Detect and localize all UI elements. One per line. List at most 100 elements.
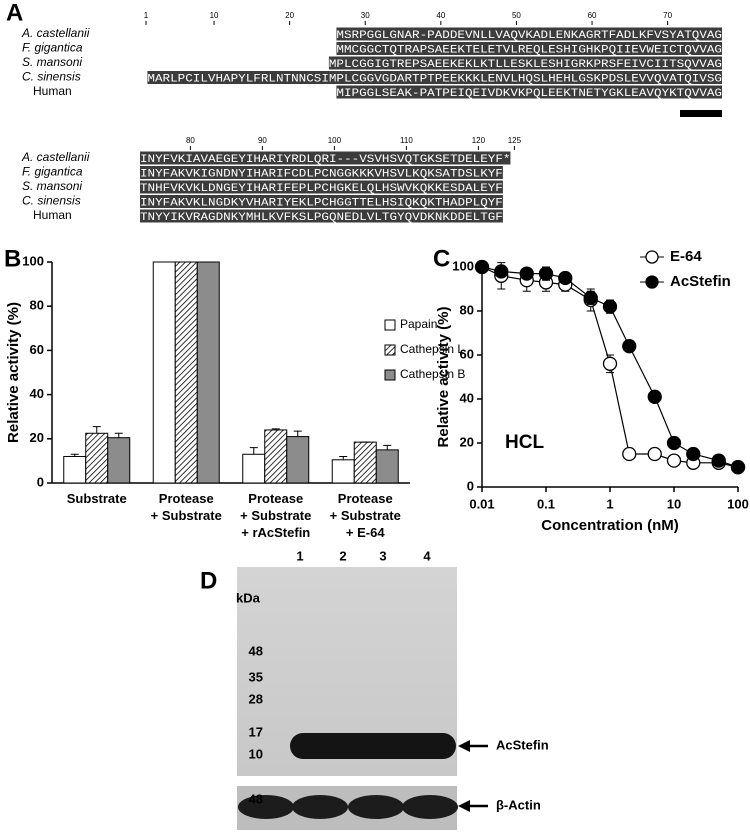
bar [264,429,288,484]
lane-label: 1 [296,548,303,563]
error-bar [293,430,302,437]
legend-marker [645,250,659,264]
marker-label: 10 [249,746,263,761]
panel-label: B [4,245,21,272]
x-tick-line: + E-64 [346,525,385,540]
species-label: F. gigantica [22,41,83,55]
lane-label: 3 [379,548,386,563]
sequence-bg [336,42,722,55]
legend-marker [645,275,659,289]
ruler-label: 10 [210,11,219,20]
bar [152,261,176,484]
x-tick-line: Substrate [67,491,127,506]
sequence-bg [336,27,722,41]
y-tick-label: 0 [37,474,44,489]
bar [242,453,266,484]
y-tick-label: 20 [460,434,474,449]
species-label: F. gigantica [22,165,83,179]
sequence: MSRPGGLGNAR-PADDEVNLLVAQVKADLENKAGRTFADL… [336,30,722,42]
marker-label: 48 [249,643,263,658]
sequence-bg [140,166,503,179]
annotation: HCL [505,432,544,453]
error-bar [339,455,348,460]
sequence: TNYYIKVRAGDNKYMHLKVFKSLPGQNEDLVLTGYQVDKN… [140,212,503,224]
data-point [602,299,618,314]
bar [331,459,355,484]
data-point [519,266,534,281]
data-point [538,266,554,281]
band-label: AcStefin [496,737,549,752]
band [290,733,456,759]
x-axis-label: Concentration (nM) [541,517,678,534]
error-bar [114,432,123,438]
ruler-label: 100 [328,136,342,145]
y-tick-label: 100 [22,253,44,268]
control-band [348,795,404,819]
sequence: INYFAKVKIGNDNYIHARIFCDLPCNGGKKKVHSVLKQKS… [140,168,503,180]
y-tick-label: 40 [460,390,474,405]
ruler-label: 20 [285,11,294,20]
data-point [686,446,701,462]
legend-label: Cathepsin L [400,342,464,356]
data-point [711,453,726,468]
legend-label: E-64 [670,248,702,265]
data-point [622,339,637,354]
species-label: Human [33,84,72,98]
ruler-label: 110 [400,136,413,145]
ruler-label: 1 [144,11,149,20]
panel-label: A [6,0,23,26]
arrowhead [458,800,470,812]
sequence: MMCGGCTQTRAPSAEEKTELETVLREQLESHIGHKPQIIE… [336,44,722,56]
x-tick-label: 1 [606,496,613,511]
bar [375,449,399,484]
bar [85,432,109,484]
sequence-bg [140,209,503,223]
marker-label: 28 [249,691,263,706]
sequence: INYFVKIAVAEGEYIHARIYRDLQRI---VSVHSVQTGKS… [140,154,510,166]
x-tick-line: + Substrate [151,508,222,523]
y-axis-label: Relative activity (%) [435,307,452,448]
sequence-bg [140,151,511,165]
data-point [558,270,573,286]
species-label: A. castellanii [21,26,90,40]
lane-label: 2 [339,548,346,563]
legend-label: AcStefin [670,273,731,290]
sequence-bg [147,71,722,84]
error-bar [92,426,101,434]
error-bar [271,428,280,430]
sequence: TNHFVKVKLDNGEYIHARIFEPLPCHGKELQLHSWVKQKK… [140,183,503,195]
ruler-label: 80 [186,136,195,145]
y-axis-label: Relative activity (%) [5,302,22,443]
x-tick-line: + rAcStefin [241,525,310,540]
control-band [402,795,458,819]
x-tick-label: Substrate [67,491,127,506]
sequence: INYFAKVKLNGDKYVHARIYEKLPCHGGTTELHSIQKQKT… [140,197,503,209]
bar [196,261,220,484]
sequence-bg [140,180,503,194]
x-tick-label: 0.01 [469,496,494,511]
ruler-label: 70 [663,11,672,20]
species-label: A. castellanii [21,150,90,164]
y-tick-label: 0 [467,478,474,493]
ruler-label: 90 [258,136,267,145]
sequence-bg [336,85,722,99]
sequence-bg [328,56,722,70]
y-tick-label: 40 [30,386,44,401]
data-point [583,290,598,305]
x-tick-label: Protease + Substrate + E-64 [330,491,401,540]
sequence: MIPGGLSEAK-PATPEIQEIVDKVKPQLEEKTNETYGKLE… [336,88,722,100]
x-tick-line: + Substrate [330,508,401,523]
x-tick-label: 0.1 [537,496,555,511]
ruler-label: 50 [512,11,521,20]
x-tick-label: 100 [727,496,749,511]
unit-label: kDa [236,590,261,605]
ruler-label: 120 [472,136,486,145]
species-label: S. mansoni [22,55,82,69]
error-bar [383,444,392,450]
panel-label: C [433,245,450,272]
ruler-label: 30 [361,11,370,20]
x-tick-line: Protease [338,491,393,506]
data-point [494,264,509,279]
x-tick-line: Protease [248,491,303,506]
band-label: β-Actin [496,797,541,812]
